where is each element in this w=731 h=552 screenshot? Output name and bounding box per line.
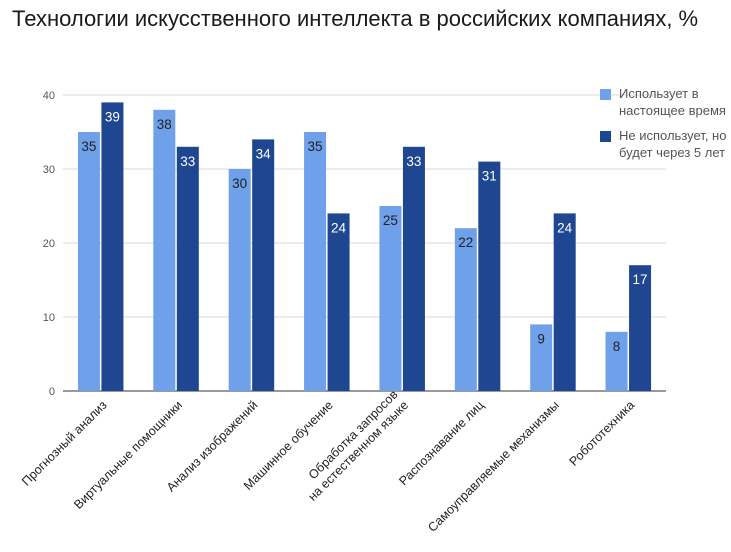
data-label: 38 [157,117,172,132]
data-label: 31 [482,169,497,184]
y-tick-label: 0 [49,386,55,398]
x-tick-label: Робототехника [567,398,638,469]
bar [402,146,425,391]
bar [101,102,124,392]
x-tick-label-line: Прогнозный анализ [19,398,110,489]
data-label: 35 [308,139,323,154]
legend-label: будет через 5 лет [619,145,725,160]
data-label: 30 [232,176,247,191]
data-label: 33 [406,154,421,169]
y-tick-label: 20 [43,238,55,250]
legend: Использует в настоящее время Не использует… [600,86,726,160]
legend-label: настоящее время [619,103,726,118]
data-label: 33 [180,154,195,169]
data-label: 25 [383,213,398,228]
data-label: 35 [81,139,96,154]
y-tick-label: 40 [43,90,55,102]
bar [327,213,350,391]
y-tick-label: 30 [43,164,55,176]
x-tick-label: Распознавание лиц [396,398,486,488]
bar [379,206,402,391]
data-labels: 35 39 38 33 30 34 35 24 25 33 22 31 9 24 8 17 [81,109,647,353]
legend-label: Использует в [619,86,699,101]
bar [530,324,553,391]
data-label: 17 [633,272,648,287]
data-label: 9 [537,331,545,346]
bars [77,102,652,392]
y-axis-ticks: 0 10 20 30 40 [43,90,55,398]
bar [228,169,251,391]
bar [304,132,327,391]
x-tick-label: Прогнозный анализ [19,398,110,489]
bar [629,265,652,391]
bar [454,228,477,391]
bar [605,331,628,391]
x-tick-label-line: Самоуправляемые механизмы [425,398,562,535]
legend-item: Не использует, но будет через 5 лет [600,128,726,160]
data-label: 34 [256,146,272,161]
legend-swatch [600,131,611,142]
x-tick-label-line: Обработка запросов [306,387,401,482]
y-tick-label: 10 [43,312,55,324]
data-label: 39 [105,109,120,124]
data-label: 24 [331,220,347,235]
x-tick-label-line: Распознавание лиц [396,398,486,488]
bar [553,213,576,391]
legend-item: Использует в настоящее время [600,86,726,118]
bar [252,139,275,391]
bar [153,109,176,392]
data-label: 22 [458,235,473,250]
bar [77,132,100,391]
chart-title: Технологии искусственного интеллекта в р… [12,6,699,31]
bar [176,146,199,391]
x-tick-label: Самоуправляемые механизмы [425,398,562,535]
legend-label: Не использует, но [619,128,726,143]
data-label: 8 [613,339,621,354]
legend-swatch [600,89,611,100]
data-label: 24 [557,220,573,235]
bar [478,161,501,391]
x-tick-label-line: Робототехника [567,398,638,469]
